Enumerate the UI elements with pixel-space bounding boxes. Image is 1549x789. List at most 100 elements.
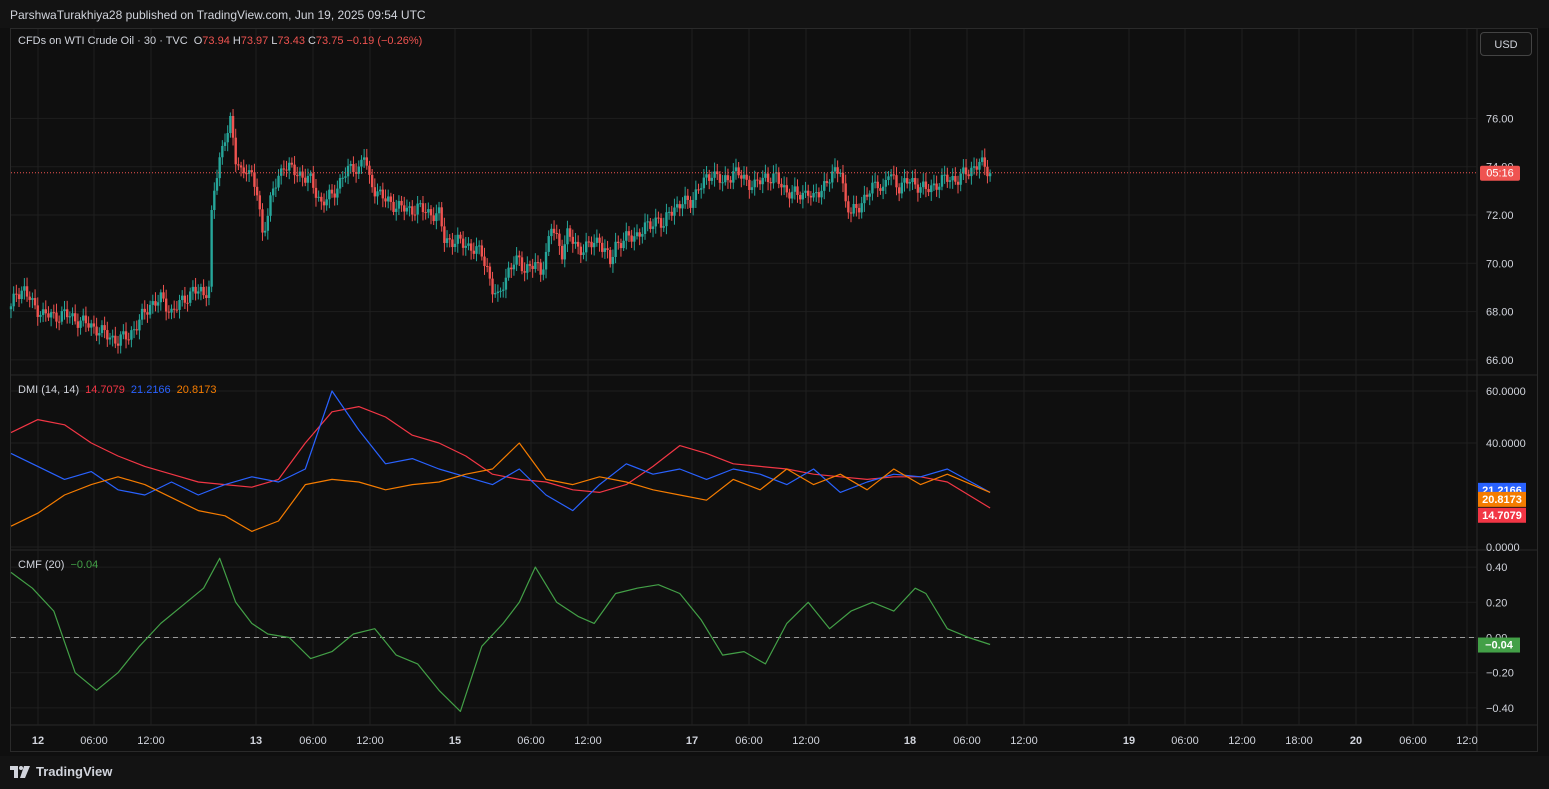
candle[interactable] [662,226,665,228]
candle[interactable] [683,195,687,205]
candle[interactable] [630,235,633,242]
candle[interactable] [584,241,588,253]
candle[interactable] [309,173,312,176]
candle[interactable] [472,250,476,254]
candle[interactable] [365,157,368,166]
candle[interactable] [619,243,623,249]
candle[interactable] [199,286,203,292]
cmf-line[interactable] [10,557,991,712]
candle[interactable] [614,241,617,257]
candle[interactable] [205,295,208,298]
candle[interactable] [312,173,315,188]
candle[interactable] [502,289,505,291]
candle[interactable] [742,174,746,179]
candle[interactable] [140,308,144,320]
candle[interactable] [20,290,23,300]
candle[interactable] [135,329,138,331]
candle[interactable] [555,232,558,234]
candle[interactable] [338,178,342,189]
candle[interactable] [419,203,422,205]
dmi-adx-line[interactable] [10,406,991,509]
candle[interactable] [625,231,628,241]
candle[interactable] [510,267,513,270]
candle[interactable] [796,186,799,195]
candle[interactable] [477,245,481,247]
candle[interactable] [378,189,382,192]
candle[interactable] [12,293,15,307]
candle[interactable] [916,184,920,193]
candle[interactable] [453,243,457,248]
candle[interactable] [293,164,296,176]
candle[interactable] [213,190,216,211]
candle[interactable] [194,286,197,294]
candle[interactable] [550,228,553,237]
candle[interactable] [408,206,411,208]
candle[interactable] [766,173,770,183]
candle[interactable] [833,167,837,172]
candle[interactable] [911,177,914,183]
candle[interactable] [52,312,56,314]
candle[interactable] [317,196,320,198]
candle[interactable] [333,193,336,198]
candle[interactable] [445,238,449,243]
candle[interactable] [298,171,302,176]
candle[interactable] [863,194,866,204]
candle[interactable] [234,137,237,165]
candle[interactable] [844,183,847,202]
candle[interactable] [296,175,299,177]
candle[interactable] [269,195,272,216]
candle[interactable] [721,182,724,184]
candle[interactable] [148,304,152,315]
candle[interactable] [836,167,839,174]
candle[interactable] [839,172,842,174]
candle[interactable] [777,172,780,184]
candle[interactable] [574,241,577,244]
candle[interactable] [15,293,18,295]
candle[interactable] [242,167,245,174]
candle[interactable] [191,286,195,292]
candle[interactable] [745,174,748,180]
candle[interactable] [798,194,802,200]
candle[interactable] [576,241,580,247]
candle[interactable] [873,181,877,183]
cmf-title[interactable]: CMF (20) [18,559,65,571]
candle[interactable] [948,180,952,182]
candle[interactable] [28,296,31,300]
candle[interactable] [55,312,58,322]
candle[interactable] [207,286,211,298]
candle[interactable] [429,209,433,216]
candle[interactable] [943,174,946,176]
candle[interactable] [815,192,818,194]
candle[interactable] [542,269,545,275]
candle[interactable] [156,302,160,306]
candle[interactable] [897,187,901,194]
candle[interactable] [531,265,534,269]
candle[interactable] [41,309,45,315]
candle[interactable] [729,180,732,183]
candle[interactable] [322,201,326,206]
candle[interactable] [571,236,574,244]
candle[interactable] [127,339,130,341]
candle[interactable] [852,204,855,214]
candle[interactable] [855,204,858,208]
candle[interactable] [328,189,331,200]
candle[interactable] [87,323,90,328]
candle[interactable] [103,325,106,331]
candle[interactable] [172,308,176,310]
candle[interactable] [223,142,227,146]
candle[interactable] [972,166,976,168]
candle[interactable] [239,165,243,168]
candle[interactable] [384,198,387,202]
candle[interactable] [841,172,845,184]
candle[interactable] [411,206,414,215]
candle[interactable] [520,257,524,272]
candle[interactable] [461,238,465,248]
candle[interactable] [95,326,98,336]
candle[interactable] [849,212,853,214]
candle[interactable] [68,316,72,318]
candle[interactable] [651,226,655,229]
candle[interactable] [603,248,607,252]
candle[interactable] [360,159,363,167]
candle[interactable] [986,166,989,177]
